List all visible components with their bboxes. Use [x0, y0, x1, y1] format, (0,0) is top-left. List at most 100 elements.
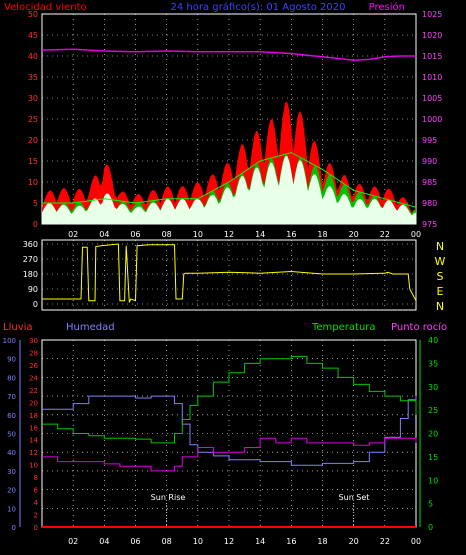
humidity-tick-label: 60: [7, 412, 16, 420]
temperature-series-line: [42, 355, 417, 444]
climate-x-tick-label: 06: [130, 537, 140, 546]
wind-x-tick-label: 18: [317, 230, 327, 239]
wind-x-tick-label: 00: [411, 230, 421, 239]
climate-x-tick-label: 04: [99, 537, 109, 546]
wind-x-tick-label: 10: [193, 230, 203, 239]
rain-tick-label: 16: [29, 424, 38, 432]
sunrise-annotation: Sun Rise: [151, 493, 186, 502]
compass-label: N: [436, 300, 444, 313]
wind-x-tick-label: 20: [349, 230, 359, 239]
temperature-tick-label: 5: [428, 500, 433, 509]
rain-tick-label: 12: [29, 449, 38, 457]
wind-tick-label: 10: [28, 178, 38, 187]
rain-tick-label: 8: [34, 474, 38, 482]
direction-tick-label: 0: [33, 300, 38, 309]
pressure-tick-label: 985: [422, 178, 437, 187]
humidity-tick-label: 40: [7, 449, 16, 457]
rain-tick-label: 20: [29, 399, 38, 407]
pressure-tick-label: 1005: [422, 94, 442, 103]
rain-tick-label: 10: [29, 462, 38, 470]
rain-tick-label: 2: [34, 512, 38, 520]
pressure-tick-label: 1015: [422, 52, 442, 61]
humidity-tick-label: 30: [7, 468, 16, 476]
wind-tick-label: 0: [33, 220, 38, 229]
temperature-tick-label: 30: [428, 383, 438, 392]
wind-tick-label: 35: [28, 73, 38, 82]
humidity-tick-label: 50: [7, 431, 16, 439]
wind-direction-series-line: [42, 243, 417, 303]
temperature-axis-label: Temperatura: [311, 322, 376, 333]
pressure-tick-label: 1000: [422, 115, 442, 124]
direction-tick-label: 360: [23, 240, 38, 249]
compass-label: W: [435, 255, 446, 268]
rain-tick-label: 30: [29, 337, 38, 345]
direction-tick-label: 180: [23, 270, 38, 279]
wind-tick-label: 25: [28, 115, 38, 124]
rain-tick-label: 18: [29, 412, 38, 420]
wind-tick-label: 40: [28, 52, 38, 61]
wind-x-tick-label: 16: [286, 230, 296, 239]
wind-x-tick-label: 22: [380, 230, 390, 239]
climate-x-tick-label: 22: [380, 537, 390, 546]
humidity-axis-label: Humedad: [66, 322, 115, 333]
chart-title: 24 hora gráfico(s): 01 Agosto 2020: [171, 1, 346, 13]
climate-x-tick-label: 14: [255, 537, 265, 546]
pressure-series-line: [41, 48, 416, 61]
wind-x-tick-label: 12: [224, 230, 234, 239]
humidity-tick-label: 100: [3, 337, 16, 345]
humidity-tick-label: 10: [7, 505, 16, 513]
rain-tick-label: 14: [29, 437, 38, 445]
temperature-tick-label: 25: [428, 406, 438, 415]
pressure-tick-label: 1025: [422, 10, 442, 19]
wind-tick-label: 45: [28, 31, 38, 40]
wind-tick-label: 15: [28, 157, 38, 166]
wind-speed-axis-label: Velocidad viento: [4, 2, 87, 13]
humidity-tick-label: 90: [7, 356, 16, 364]
direction-tick-label: 270: [23, 255, 38, 264]
climate-x-tick-label: 10: [193, 537, 203, 546]
climate-x-tick-label: 08: [162, 537, 172, 546]
dewpoint-series-line: [42, 437, 417, 472]
humidity-tick-label: 20: [7, 487, 16, 495]
wind-tick-label: 30: [28, 94, 38, 103]
humidity-tick-label: 80: [7, 374, 16, 382]
climate-x-tick-label: 16: [286, 537, 296, 546]
wind-tick-label: 50: [28, 10, 38, 19]
rain-tick-label: 24: [29, 374, 38, 382]
pressure-axis-label: Presión: [369, 1, 405, 13]
wind-x-tick-label: 02: [68, 230, 78, 239]
temperature-tick-label: 20: [428, 430, 438, 439]
wind-tick-label: 5: [33, 199, 38, 208]
wind-x-tick-label: 08: [162, 230, 172, 239]
dewpoint-axis-label: Punto rocío: [391, 321, 447, 333]
humidity-tick-label: 70: [7, 393, 16, 401]
rain-tick-label: 22: [29, 387, 38, 395]
pressure-tick-label: 1020: [422, 31, 442, 40]
sunset-annotation: Sun Set: [339, 493, 370, 502]
temperature-tick-label: 10: [428, 476, 438, 485]
pressure-tick-label: 980: [422, 199, 437, 208]
climate-x-tick-label: 20: [349, 537, 359, 546]
compass-label: S: [437, 270, 444, 283]
temperature-tick-label: 35: [428, 359, 438, 368]
rain-tick-label: 6: [34, 487, 39, 495]
climate-x-tick-label: 00: [411, 537, 421, 546]
wind-tick-label: 20: [28, 136, 38, 145]
rain-axis-label: Lluvia: [3, 322, 33, 333]
pressure-tick-label: 975: [422, 220, 437, 229]
climate-x-tick-label: 02: [68, 537, 78, 546]
rain-tick-label: 26: [29, 362, 38, 370]
rain-tick-label: 4: [34, 499, 39, 507]
pressure-tick-label: 995: [422, 136, 437, 145]
climate-x-tick-label: 12: [224, 537, 234, 546]
temperature-tick-label: 0: [428, 523, 433, 532]
pressure-tick-label: 990: [422, 157, 437, 166]
humidity-tick-label: 0: [12, 524, 16, 532]
average-wind-series-line: [42, 152, 417, 208]
compass-label: N: [436, 240, 444, 253]
wind-x-tick-label: 14: [255, 230, 265, 239]
rain-tick-label: 0: [34, 524, 38, 532]
wind-speed-series-area: [42, 156, 416, 224]
wind-x-tick-label: 04: [99, 230, 109, 239]
